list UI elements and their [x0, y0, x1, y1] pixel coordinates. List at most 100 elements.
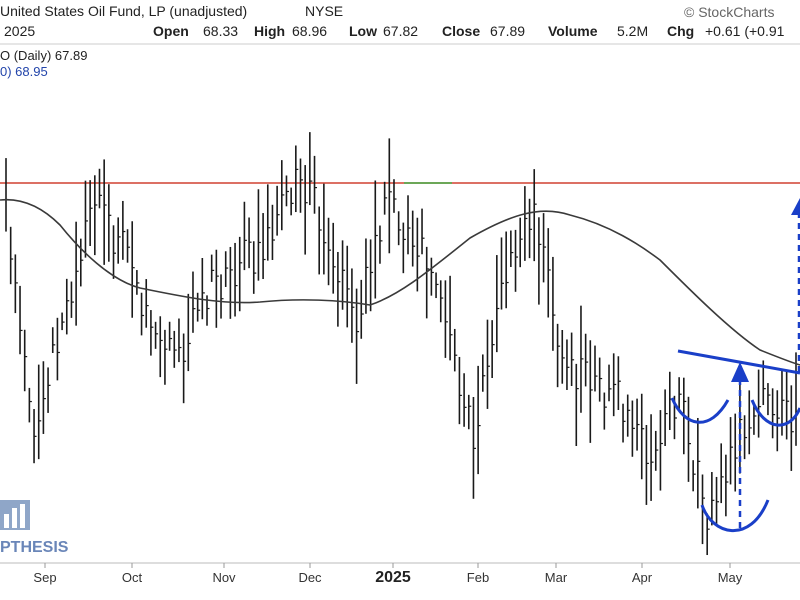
ohlc-bar: [187, 293, 191, 372]
ohlc-bar: [150, 310, 154, 356]
ohlc-bar: [313, 155, 318, 214]
ohlc-bar: [9, 226, 14, 285]
x-tick-label: 2025: [375, 569, 411, 586]
ohlc-bar: [725, 454, 729, 517]
x-tick-label: Sep: [33, 570, 56, 585]
x-tick-label: May: [718, 570, 743, 585]
ohlc-bar: [547, 228, 551, 318]
ohlc-bar: [393, 179, 397, 213]
ohlc-bar: [538, 217, 542, 305]
ohlc-bar: [271, 204, 275, 260]
chart-title: United States Oil Fund, LP (unadjusted): [0, 3, 248, 19]
ohlc-bar: [444, 280, 448, 358]
ohlc-bar: [117, 217, 121, 264]
ohlc-bar: [126, 229, 131, 263]
ohlc-bar: [154, 321, 159, 349]
ohlc-bar: [369, 239, 374, 312]
ohlc-bar: [524, 186, 528, 261]
ohlc-bar: [491, 320, 495, 379]
ohlc-bar: [785, 369, 790, 440]
ohlc-bar: [355, 288, 360, 384]
ohlc-bar: [435, 272, 439, 299]
ohlc-bar: [341, 240, 346, 310]
ohlc-bar: [94, 175, 98, 256]
ohlc-bar: [711, 472, 715, 526]
ohlc-bar: [168, 321, 173, 351]
ohlc-bar: [790, 385, 794, 471]
close-label: Close: [442, 23, 481, 39]
ohlc-bar: [697, 417, 701, 509]
ohlc-bar: [612, 353, 617, 417]
ohlc-bar: [397, 211, 402, 246]
ohlc-bar: [402, 222, 406, 274]
logo-text: PTHESIS: [0, 539, 69, 556]
ohlc-bar: [407, 195, 411, 255]
ohlc-bar: [463, 373, 467, 427]
ohlc-bar: [584, 333, 589, 387]
x-tick-label: Apr: [632, 570, 653, 585]
ohlc-bar: [192, 271, 196, 333]
ohlc-bar: [617, 356, 621, 411]
ohlc-bar: [566, 339, 570, 390]
ohlc-bar: [636, 398, 640, 451]
x-tick-label: Feb: [467, 570, 489, 585]
ohlc-bar: [309, 132, 313, 206]
ohlc-bar: [295, 145, 299, 213]
target-arrowhead: [791, 198, 800, 215]
chg-value: +0.61 (+0.91: [705, 23, 785, 39]
ohlc-bar: [37, 364, 42, 460]
ohlc-bar: [75, 221, 79, 326]
ohlc-bar: [594, 345, 598, 392]
right-shoulder-arc: [750, 399, 800, 427]
ohlc-bar: [580, 305, 584, 413]
ohlc-bar: [304, 165, 308, 255]
ohlc-bar: [252, 241, 257, 294]
ohlc-bar: [243, 201, 247, 271]
ohlc-bar: [430, 257, 434, 296]
ohlc-bar: [467, 394, 472, 430]
ohlc-bar: [131, 221, 135, 318]
chart-header: United States Oil Fund, LP (unadjusted) …: [0, 0, 800, 44]
ohlc-bar: [734, 413, 738, 492]
x-axis-ticks: Sep Oct Nov Dec 2025 Feb Mar Apr May: [33, 563, 743, 586]
ohlc-bar: [631, 400, 635, 457]
ohlc-bar: [589, 340, 593, 443]
ohlc-bar: [379, 225, 383, 264]
logo-bar: [12, 508, 17, 528]
ohlc-bar: [528, 198, 533, 259]
volume-label: Volume: [548, 23, 598, 39]
ohlc-bar: [458, 356, 462, 425]
ohlc-bar: [678, 377, 682, 410]
ohlc-bar: [266, 184, 271, 261]
ohlc-bar: [510, 230, 514, 268]
ohlc-bar: [173, 330, 177, 368]
measured-move-arrowhead: [731, 362, 749, 382]
ohlc-bar: [51, 327, 56, 354]
exchange-label: NYSE: [305, 3, 344, 19]
logo: PTHESIS: [0, 500, 69, 556]
ohlc-bar: [411, 210, 416, 267]
ohlc-bar: [542, 213, 547, 283]
ohlc-bar: [575, 363, 579, 447]
ohlc-bar: [626, 394, 631, 437]
ohlc-bar: [552, 256, 556, 351]
ohlc-bar: [23, 329, 28, 392]
ohlc-bar: [224, 251, 229, 287]
logo-bar: [20, 504, 25, 528]
ohlc-bar: [598, 357, 603, 402]
ohlc-bar: [285, 175, 289, 207]
date-label: 2025: [4, 23, 36, 39]
ohlc-bar: [421, 208, 425, 255]
open-label: Open: [153, 23, 189, 39]
ohlc-bar: [388, 138, 392, 254]
ohlc-bar: [164, 329, 168, 385]
x-tick-label: Mar: [545, 570, 568, 585]
ohlc-bar: [360, 279, 364, 339]
ohlc-bar: [519, 217, 523, 268]
ohlc-bar: [79, 238, 84, 287]
ohlc-bar: [486, 319, 490, 409]
ohlc-bar: [472, 397, 476, 499]
ohlc-bar: [280, 160, 285, 231]
ohlc-bar: [122, 200, 126, 260]
ohlc-bar: [290, 187, 294, 216]
